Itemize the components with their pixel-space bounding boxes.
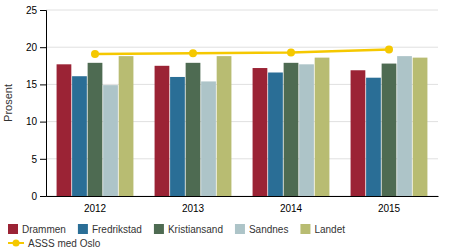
marks [57,45,428,196]
bar [201,81,216,196]
bar [57,64,72,196]
tick-label: 0 [31,191,37,202]
legend: Drammen Fredrikstad Kristiansand Sandnes Lan… [8,224,345,249]
legend-swatch [8,224,18,234]
bar [72,76,87,196]
bar [155,66,170,196]
grid-line [46,47,438,48]
axis-line [40,11,47,197]
tick-mark [40,122,46,123]
y-axis-label: Prosent [2,84,14,122]
legend-item: Sandnes [235,224,288,235]
tick: 5 [31,154,46,165]
bar [119,56,134,196]
point [385,45,393,53]
legend-label: Drammen [22,224,66,235]
legend-label: ASSS med Oslo [28,238,101,249]
bar-series [103,56,412,196]
tick-label: 20 [26,42,38,53]
bar [103,85,118,196]
legend-label: Sandnes [249,224,288,235]
line-series [91,45,393,57]
tick-mark [40,47,46,48]
tick: 25 [26,5,46,16]
legend-swatch [235,224,245,234]
chart: Drammen Fredrikstad Kristiansand Sandnes Lan… [0,0,450,252]
tick-mark [40,10,46,11]
bar [315,58,330,196]
tick-label: 2012 [84,203,107,214]
tick-mark [40,196,46,197]
point [91,50,99,58]
tick-mark [40,84,46,85]
point [287,48,295,56]
bar [253,68,268,196]
legend-swatch [78,224,88,234]
legend-swatch [154,224,164,234]
axis-line [47,196,439,197]
tick-label: 5 [31,154,37,165]
bar [397,56,412,196]
grid-line [46,10,438,11]
legend-item: ASSS med Oslo [8,238,101,249]
x-axis: 2012 2013 2014 2015 [47,197,439,215]
tick-label: 25 [26,5,38,16]
line [95,49,389,53]
bar [217,56,232,196]
bar [351,70,366,196]
tick: 2014 [280,203,303,214]
bar [170,77,185,196]
point [189,49,197,57]
tick-label: 15 [26,79,38,90]
grid [46,10,438,196]
legend-label: Fredrikstad [92,224,142,235]
bar [299,64,314,196]
y-axis: 0 5 10 15 20 25 [26,5,47,202]
legend-swatch [300,224,310,234]
tick: 0 [31,191,46,202]
plot: 0 5 10 15 20 25 2012 2013 2014 2015 [26,5,439,214]
bar [366,78,381,196]
tick: 2012 [84,203,107,214]
tick: 10 [26,116,46,127]
tick-mark [40,159,46,160]
bar [284,63,299,196]
tick: 2015 [378,203,401,214]
bar-series [88,63,397,196]
tick: 15 [26,79,46,90]
legend-item: Fredrikstad [78,224,142,235]
legend-label: Landet [314,224,345,235]
tick-label: 2015 [378,203,401,214]
bar-series [119,56,428,196]
legend-item: Drammen [8,224,66,235]
legend-label: Kristiansand [168,224,223,235]
legend-item: Landet [300,224,345,235]
bar [186,63,201,196]
tick-label: 10 [26,116,38,127]
legend-item: Kristiansand [154,224,223,235]
tick-label: 2014 [280,203,303,214]
bar [382,64,397,196]
tick: 20 [26,42,46,53]
tick-label: 2013 [182,203,205,214]
tick: 2013 [182,203,205,214]
bar [88,63,103,196]
bar [413,58,428,196]
legend-swatch [13,240,20,247]
bar [268,72,283,196]
